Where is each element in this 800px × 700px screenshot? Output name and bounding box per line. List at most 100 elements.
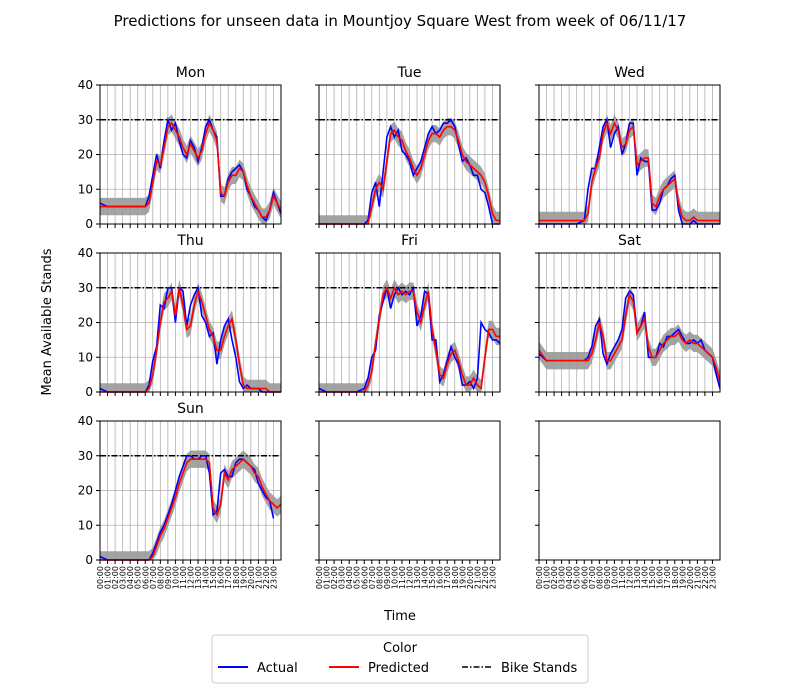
y-tick-label: 30 (78, 281, 93, 295)
x-tick-label: 14:00 (641, 566, 650, 589)
prediction-band (100, 279, 281, 392)
panel-empty: 00:0001:0002:0003:0004:0005:0006:0007:00… (315, 420, 501, 589)
x-tick-label: 06:00 (580, 566, 589, 589)
y-tick-label: 40 (78, 414, 93, 428)
y-tick-label: 20 (78, 316, 93, 330)
x-tick-label: 12:00 (187, 566, 196, 589)
x-tick-label: 21:00 (254, 566, 263, 589)
series-actual (539, 117, 720, 225)
y-tick-label: 0 (85, 553, 93, 567)
x-tick-label: 02:00 (330, 566, 339, 589)
x-tick-label: 19:00 (458, 566, 467, 589)
plot-area (539, 421, 720, 560)
x-tick-label: 12:00 (626, 566, 635, 589)
series-predicted (100, 287, 281, 393)
legend-label-actual: Actual (257, 661, 298, 676)
x-tick-label: 21:00 (473, 566, 482, 589)
x-tick-label: 01:00 (543, 566, 552, 589)
panel-title: Thu (176, 233, 203, 249)
panel-sat: Sat (535, 233, 721, 396)
y-tick-label: 0 (85, 385, 93, 399)
x-tick-label: 14:00 (421, 566, 430, 589)
prediction-band (539, 114, 720, 224)
x-tick-label: 14:00 (202, 566, 211, 589)
x-tick-label: 07:00 (588, 566, 597, 589)
legend-label-bike-stands: Bike Stands (501, 661, 578, 676)
plot-area (319, 421, 500, 560)
x-tick-label: 22:00 (262, 566, 271, 589)
panel-title: Fri (401, 233, 418, 249)
x-tick-label: 04:00 (126, 566, 135, 589)
x-tick-label: 07:00 (149, 566, 158, 589)
x-tick-label: 11:00 (179, 566, 188, 589)
x-tick-label: 23:00 (269, 566, 278, 589)
legend-frame (211, 634, 589, 684)
x-tick-label: 03:00 (119, 566, 128, 589)
panel-title: Wed (614, 65, 645, 81)
x-tick-label: 22:00 (701, 566, 710, 589)
x-tick-label: 02:00 (111, 566, 120, 589)
x-tick-label: 17:00 (663, 566, 672, 589)
y-tick-label: 10 (78, 182, 93, 196)
x-tick-label: 17:00 (224, 566, 233, 589)
x-tick-label: 07:00 (368, 566, 377, 589)
x-tick-label: 11:00 (618, 566, 627, 589)
y-tick-label: 40 (78, 78, 93, 92)
x-tick-label: 15:00 (648, 566, 657, 589)
panel-title: Tue (397, 65, 422, 81)
x-tick-label: 17:00 (443, 566, 452, 589)
x-tick-label: 18:00 (671, 566, 680, 589)
x-tick-label: 20:00 (247, 566, 256, 589)
panel-wed: Wed (535, 65, 721, 228)
legend: Color Actual Predicted Bike Stands (211, 634, 589, 684)
x-tick-label: 18:00 (232, 566, 241, 589)
panel-title: Mon (176, 65, 206, 81)
series-actual (318, 285, 501, 393)
series-predicted (539, 120, 720, 222)
panel-title: Sat (618, 233, 641, 249)
x-tick-label: 12:00 (406, 566, 415, 589)
x-tick-label: 09:00 (603, 566, 612, 589)
x-tick-label: 15:00 (209, 566, 218, 589)
panel-title: Sun (177, 401, 204, 417)
x-tick-label: 02:00 (550, 566, 559, 589)
x-tick-label: 04:00 (565, 566, 574, 589)
x-tick-label: 05:00 (353, 566, 362, 589)
x-tick-label: 04:00 (345, 566, 354, 589)
y-tick-label: 20 (78, 148, 93, 162)
x-tick-label: 10:00 (171, 566, 180, 589)
prediction-band (539, 286, 720, 391)
x-tick-label: 03:00 (338, 566, 347, 589)
y-tick-label: 30 (78, 449, 93, 463)
x-tick-label: 18:00 (451, 566, 460, 589)
panels: Mon 0 10 20 30 40 Tue Wed Thu 0 10 20 30 40 Fri Sat Sun 0… (78, 65, 721, 589)
x-tick-label: 05:00 (134, 566, 143, 589)
x-tick-label: 23:00 (708, 566, 717, 589)
panel-thu: Thu 0 10 20 30 40 (78, 233, 282, 399)
x-tick-label: 01:00 (323, 566, 332, 589)
x-tick-label: 05:00 (573, 566, 582, 589)
x-tick-label: 00:00 (315, 566, 324, 589)
series-predicted (538, 292, 721, 382)
legend-label-predicted: Predicted (368, 661, 429, 676)
x-tick-label: 20:00 (686, 566, 695, 589)
x-tick-label: 20:00 (466, 566, 475, 589)
x-tick-label: 16:00 (217, 566, 226, 589)
x-tick-label: 16:00 (436, 566, 445, 589)
x-tick-label: 06:00 (360, 566, 369, 589)
x-tick-label: 22:00 (481, 566, 490, 589)
x-tick-label: 15:00 (428, 566, 437, 589)
x-tick-label: 16:00 (656, 566, 665, 589)
x-tick-label: 10:00 (390, 566, 399, 589)
y-tick-label: 30 (78, 113, 93, 127)
x-tick-label: 19:00 (678, 566, 687, 589)
y-tick-label: 10 (78, 350, 93, 364)
series-predicted (319, 285, 500, 393)
x-tick-label: 09:00 (383, 566, 392, 589)
chart-title: Predictions for unseen data in Mountjoy … (114, 12, 687, 30)
panel-tue: Tue (315, 65, 501, 228)
x-tick-label: 06:00 (141, 566, 150, 589)
y-tick-label: 20 (78, 484, 93, 498)
x-tick-label: 10:00 (610, 566, 619, 589)
series-predicted (100, 121, 282, 218)
